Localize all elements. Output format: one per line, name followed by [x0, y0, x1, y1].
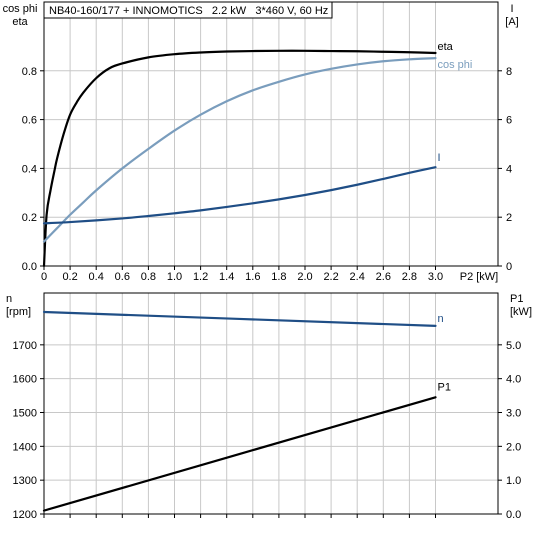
top-left-tick-label: 0.6: [22, 115, 37, 127]
top-x-tick-label: 1.8: [271, 271, 286, 283]
bottom-left-axis-label-line2: [rpm]: [6, 306, 31, 318]
series-n-line: [42, 310, 437, 327]
top-x-axis-label: P2 [kW]: [460, 271, 499, 283]
bottom-right-tick-label: 2.0: [506, 441, 521, 453]
series-p1-label: P1: [438, 381, 451, 393]
top-right-tick-label: 4: [506, 163, 512, 175]
top-left-tick-label: 0.4: [22, 163, 37, 175]
bottom-right-tick-label: 5.0: [506, 340, 521, 352]
bottom-gridlines: [44, 293, 498, 514]
series-eta-line: [42, 49, 437, 268]
bottom-plot-frame: [43, 292, 499, 515]
top-left-axis-label-line2: eta: [12, 16, 28, 28]
top-right-tick-label: 6: [506, 115, 512, 127]
top-x-tick-label: 2.8: [402, 271, 417, 283]
top-right-tick-label: 0: [506, 261, 512, 273]
series-eta-label: eta: [438, 41, 454, 53]
top-x-tick-label: 2.6: [376, 271, 391, 283]
top-plot-frame: [43, 1, 499, 267]
top-right-tick-label: 2: [506, 212, 512, 224]
top-x-tick-label: 2.0: [297, 271, 312, 283]
top-title-box: [43, 1, 333, 19]
top-left-tick-label: 0.8: [22, 66, 37, 78]
top-chart-title: NB40-160/177 + INNOMOTICS 2.2 kW 3*460 V…: [49, 5, 328, 17]
top-left-axis-label-line1: cos phi: [3, 3, 38, 15]
bottom-right-tick-label: 4.0: [506, 374, 521, 386]
bottom-left-axis-label-line1: n: [6, 293, 12, 305]
top-x-tick-label: 2.4: [350, 271, 365, 283]
top-x-tick-label: 1.4: [219, 271, 234, 283]
series-i-line: [42, 166, 437, 225]
bottom-right-tick-label: 3.0: [506, 408, 521, 420]
top-right-tick-label: 8: [506, 66, 512, 78]
series-cos-phi-label: cos phi: [438, 59, 473, 71]
top-x-tick-label: 1.2: [193, 271, 208, 283]
speed-power-panel: n [rpm] P1 [kW] 1200 1300 1400 1500 1600 1700…: [6, 292, 532, 521]
top-x-tick-label: 1.0: [167, 271, 182, 283]
bottom-right-tick-label: 1.0: [506, 475, 521, 487]
top-left-tick-label: 0.2: [22, 212, 37, 224]
bottom-left-tick-label: 1500: [13, 408, 37, 420]
top-right-axis-label-line2: [A]: [505, 16, 518, 28]
bottom-left-tick-label: 1600: [13, 374, 37, 386]
series-i-label: I: [438, 152, 441, 164]
bottom-right-axis-label-line1: P1: [510, 293, 523, 305]
top-x-tick-label: 3.0: [428, 271, 443, 283]
bottom-left-tick-label: 1300: [13, 475, 37, 487]
top-right-axis-label-line1: I: [510, 3, 513, 15]
bottom-right-axis-label-line2: [kW]: [510, 306, 532, 318]
top-x-tick-label: 1.6: [245, 271, 260, 283]
series-cos-phi-line: [42, 57, 437, 243]
top-x-tick-label: 0.8: [141, 271, 156, 283]
top-gridlines: [44, 2, 498, 266]
top-x-tick-label: 0.4: [89, 271, 104, 283]
top-x-tick-label: 0.6: [115, 271, 130, 283]
top-left-tick-label: 0.0: [22, 261, 37, 273]
bottom-left-tick-label: 1700: [13, 340, 37, 352]
efficiency-current-panel: NB40-160/177 + INNOMOTICS 2.2 kW 3*460 V…: [3, 1, 519, 283]
top-x-tick-label: 0: [41, 271, 47, 283]
series-n-label: n: [438, 313, 444, 325]
bottom-right-tick-label: 0.0: [506, 509, 521, 521]
bottom-left-tick-label: 1200: [13, 509, 37, 521]
bottom-left-tick-label: 1400: [13, 441, 37, 453]
top-x-tick-label: 2.2: [323, 271, 338, 283]
series-p1-line: [42, 396, 437, 512]
top-x-tick-label: 0.2: [62, 271, 77, 283]
